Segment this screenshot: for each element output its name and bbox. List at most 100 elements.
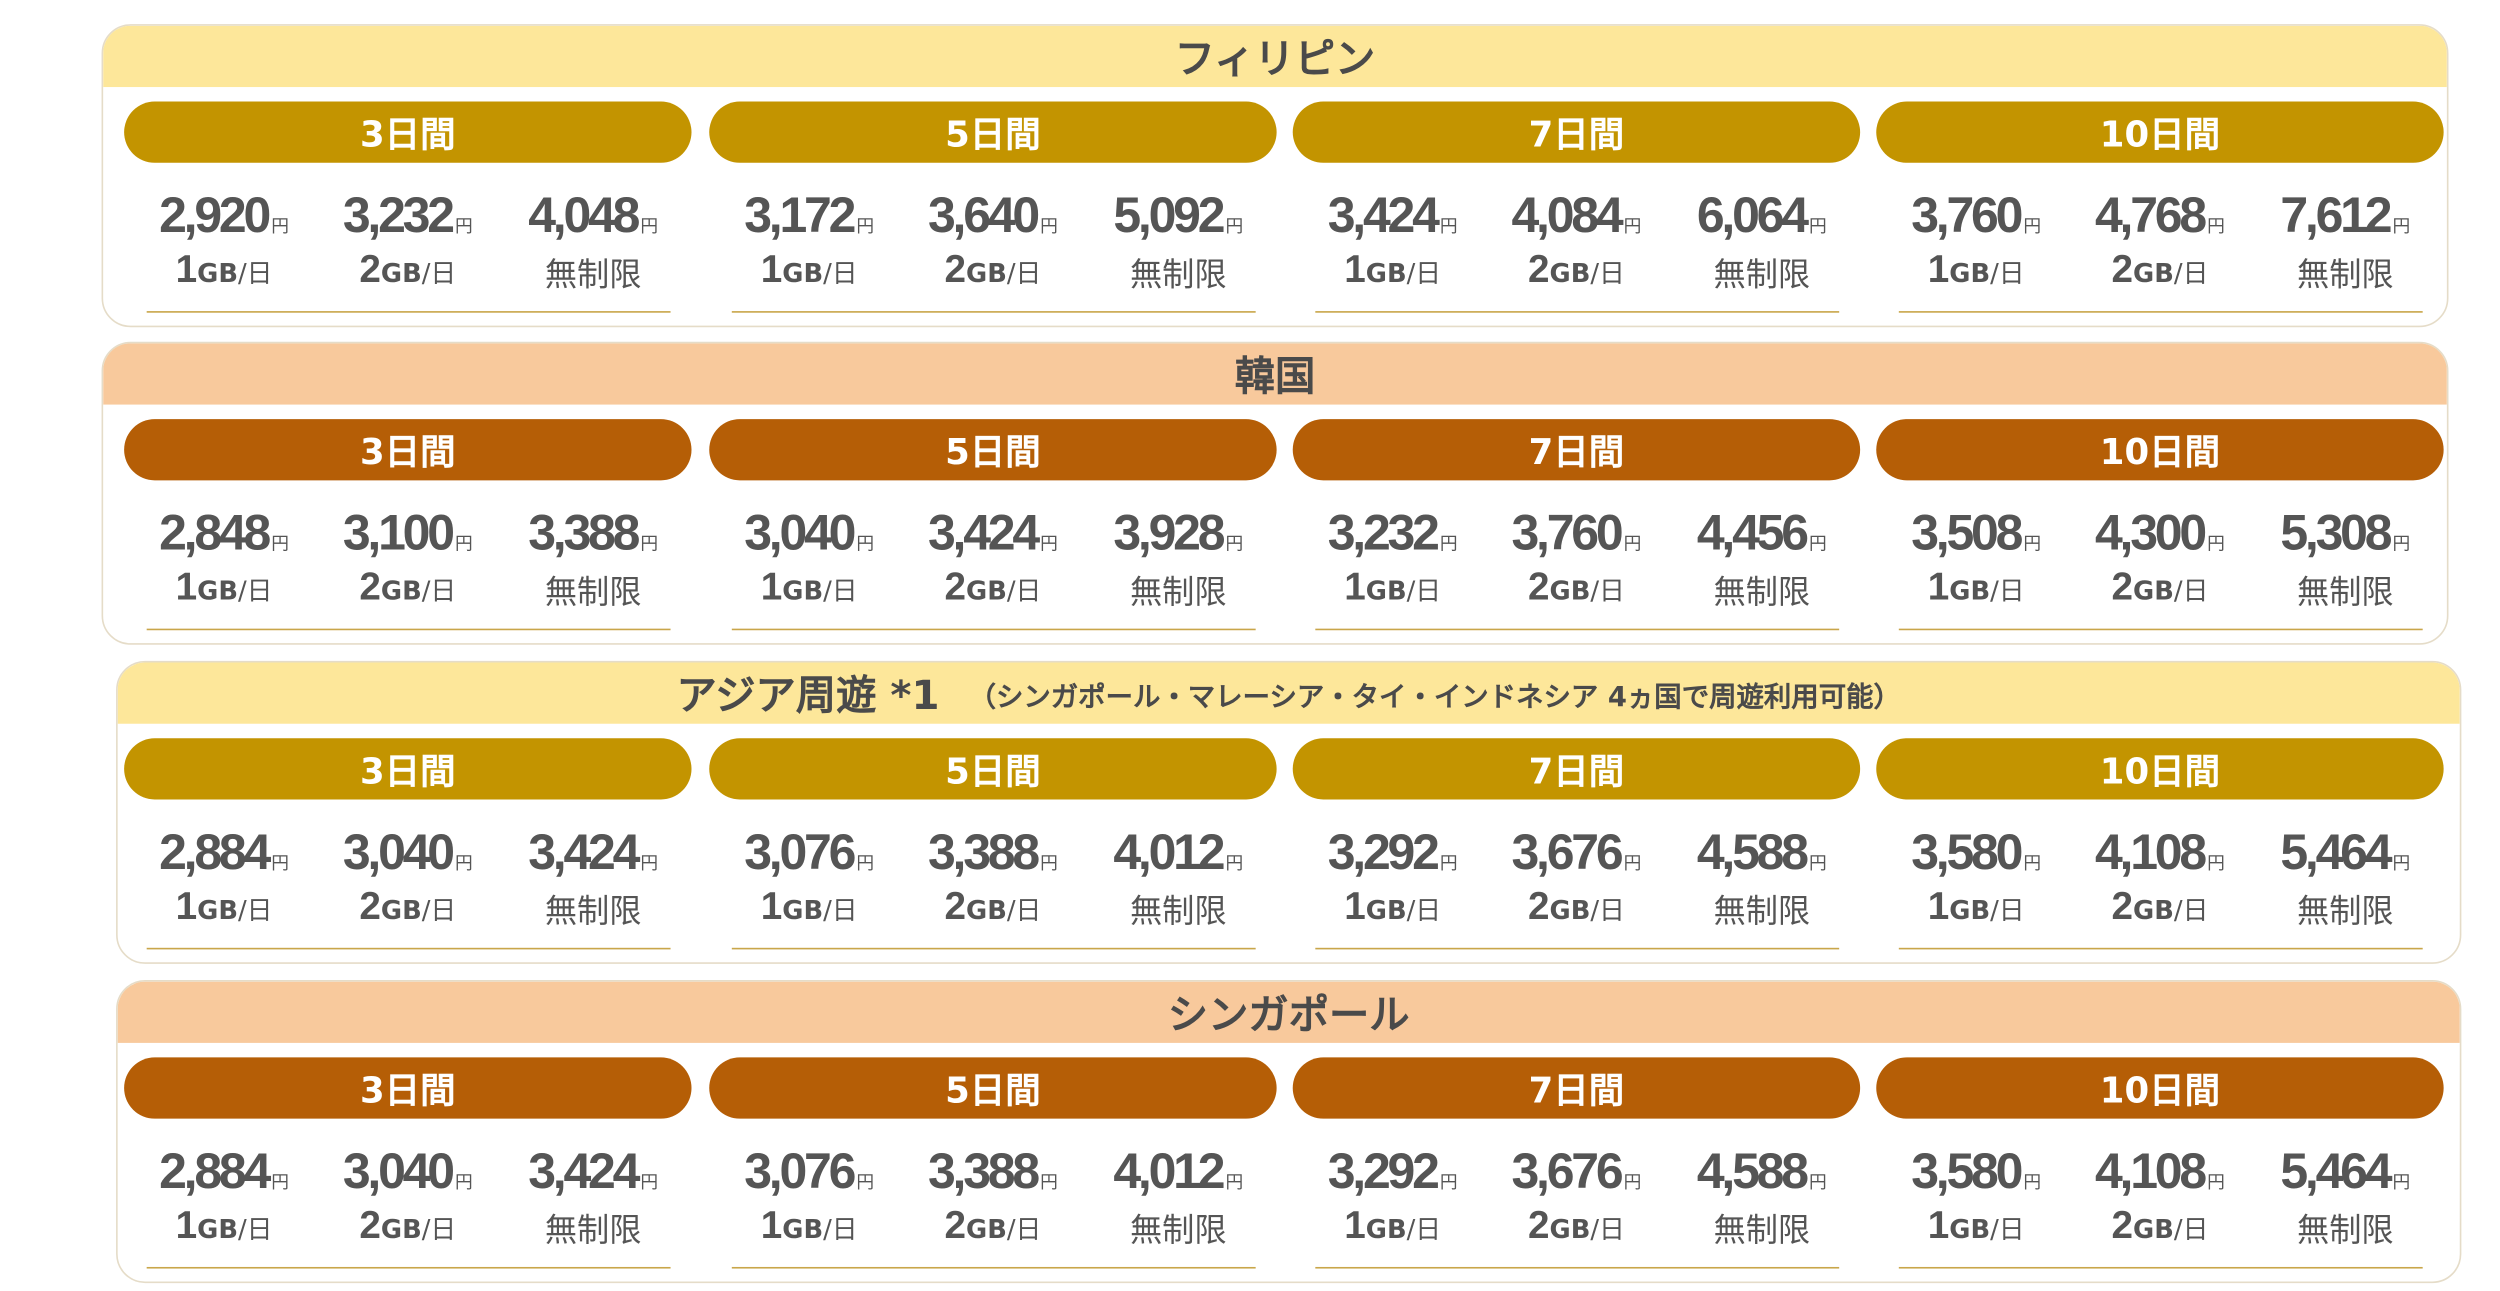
plan-label: 無制限 xyxy=(1086,248,1270,295)
period-pill: 3日間 xyxy=(124,1057,692,1119)
data-unit: GB xyxy=(380,575,422,607)
data-size: 1 xyxy=(760,1204,783,1248)
plan-label: 1GB/日 xyxy=(1884,248,2068,293)
currency: 円 xyxy=(856,854,875,874)
plan: 3,676 円 2GB/日 xyxy=(1485,824,1669,930)
price: 3,388 円 xyxy=(901,1143,1085,1201)
price-value: 3,424 xyxy=(1327,186,1440,244)
price-value: 5,308 xyxy=(2280,504,2392,561)
plan-label: 2GB/日 xyxy=(901,885,1085,930)
price: 3,040 円 xyxy=(717,505,901,563)
price-value: 3,424 xyxy=(927,504,1040,561)
price-value: 4,768 xyxy=(2094,186,2207,244)
currency: 円 xyxy=(640,854,659,874)
data-unit: GB xyxy=(966,575,1007,607)
currency: 円 xyxy=(1439,535,1458,555)
plan: 3,760 円 2GB/日 xyxy=(1485,505,1669,611)
plan-label: 無制限 xyxy=(501,885,685,932)
price-value: 4,108 xyxy=(2094,1142,2207,1200)
period-pill: 10日間 xyxy=(1876,738,2444,800)
plan: 4,048 円無制限 xyxy=(501,187,685,295)
price: 3,676 円 xyxy=(1485,1143,1669,1201)
data-unit: GB xyxy=(197,575,238,607)
data-unit: GB xyxy=(2133,1213,2174,1245)
plan-label: 2GB/日 xyxy=(1485,1204,1669,1249)
plan: 3,040 円 1GB/日 xyxy=(717,505,901,611)
section-title: シンガポール xyxy=(1167,991,1410,1039)
plan: 4,108 円 2GB/日 xyxy=(2068,1143,2252,1249)
plan-name: 無制限 xyxy=(1129,254,1227,294)
plan-label: 1GB/日 xyxy=(1301,248,1485,293)
period-pill: 7日間 xyxy=(1292,1057,1861,1119)
underline xyxy=(146,1266,671,1269)
underline xyxy=(1315,947,1840,950)
plan-name: 無制限 xyxy=(1129,1210,1227,1250)
plan-label: 2GB/日 xyxy=(2068,248,2252,293)
price: 3,040 円 xyxy=(316,1143,500,1201)
underline xyxy=(731,947,1256,950)
price-value: 5,464 xyxy=(2280,1142,2392,1200)
price: 3,424 円 xyxy=(501,1143,685,1201)
plan: 3,388 円 2GB/日 xyxy=(901,1143,1085,1249)
plan: 3,232 円 1GB/日 xyxy=(1301,505,1485,611)
currency: 円 xyxy=(2023,1173,2042,1193)
plan-label: 無制限 xyxy=(2253,248,2437,295)
data-size: 2 xyxy=(359,1204,381,1248)
plan-label: 2GB/日 xyxy=(901,566,1085,611)
currency: 円 xyxy=(2023,854,2042,874)
currency: 円 xyxy=(1809,217,1827,237)
plan-label: 無制限 xyxy=(1670,248,1854,295)
plan-label: 2GB/日 xyxy=(2068,566,2252,611)
price: 3,424 円 xyxy=(901,505,1085,563)
currency: 円 xyxy=(2392,217,2411,237)
underline xyxy=(1898,947,2423,950)
currency: 円 xyxy=(640,217,659,237)
plan: 2,848 円 1GB/日 xyxy=(132,505,316,611)
price-value: 3,076 xyxy=(744,1142,856,1200)
data-per: /日 xyxy=(1590,894,1625,926)
currency: 円 xyxy=(2207,854,2225,874)
price-value: 3,292 xyxy=(1327,1142,1440,1200)
data-per: /日 xyxy=(2173,575,2209,607)
price: 2,848 円 xyxy=(132,505,316,563)
data-per: /日 xyxy=(1406,575,1442,607)
plan: 4,012 円無制限 xyxy=(1086,1143,1270,1251)
data-size: 2 xyxy=(1528,565,1550,610)
price: 4,768 円 xyxy=(2068,187,2252,245)
price: 6,064 円 xyxy=(1670,187,1854,245)
price-value: 3,040 xyxy=(342,1142,455,1200)
plan-label: 1GB/日 xyxy=(1301,566,1485,611)
data-size: 2 xyxy=(359,565,381,610)
plan-name: 無制限 xyxy=(544,254,642,294)
currency: 円 xyxy=(1623,1173,1642,1193)
plan: 4,084 円 2GB/日 xyxy=(1485,187,1669,293)
period-pill: 7日間 xyxy=(1292,738,1861,800)
plan: 3,100 円 2GB/日 xyxy=(316,505,500,611)
currency: 円 xyxy=(271,217,289,237)
period-pill: 3日間 xyxy=(124,738,692,800)
plan-label: 2GB/日 xyxy=(316,248,500,293)
data-per: /日 xyxy=(1990,575,2025,607)
price: 4,084 円 xyxy=(1485,187,1669,245)
data-unit: GB xyxy=(1549,257,1591,289)
price-value: 3,424 xyxy=(528,823,640,881)
plan-label: 無制限 xyxy=(1670,1204,1854,1251)
currency: 円 xyxy=(856,217,875,237)
plan: 2,920 円 1GB/日 xyxy=(132,187,316,293)
data-unit: GB xyxy=(2133,257,2174,289)
plan: 3,424 円無制限 xyxy=(501,824,685,932)
data-unit: GB xyxy=(1949,575,1991,607)
period-pill: 3日間 xyxy=(124,101,692,163)
plan-name: 無制限 xyxy=(544,572,642,611)
data-size: 1 xyxy=(1344,884,1366,929)
plan-label: 1GB/日 xyxy=(717,885,901,930)
currency: 円 xyxy=(1623,854,1642,874)
data-per: /日 xyxy=(1590,575,1625,607)
price: 5,308 円 xyxy=(2253,505,2437,563)
currency: 円 xyxy=(1040,854,1058,874)
data-size: 1 xyxy=(1344,1204,1366,1248)
price: 3,508 円 xyxy=(1884,505,2068,563)
plan: 3,676 円 2GB/日 xyxy=(1485,1143,1669,1249)
data-size: 1 xyxy=(1344,248,1366,292)
underline xyxy=(146,947,671,950)
